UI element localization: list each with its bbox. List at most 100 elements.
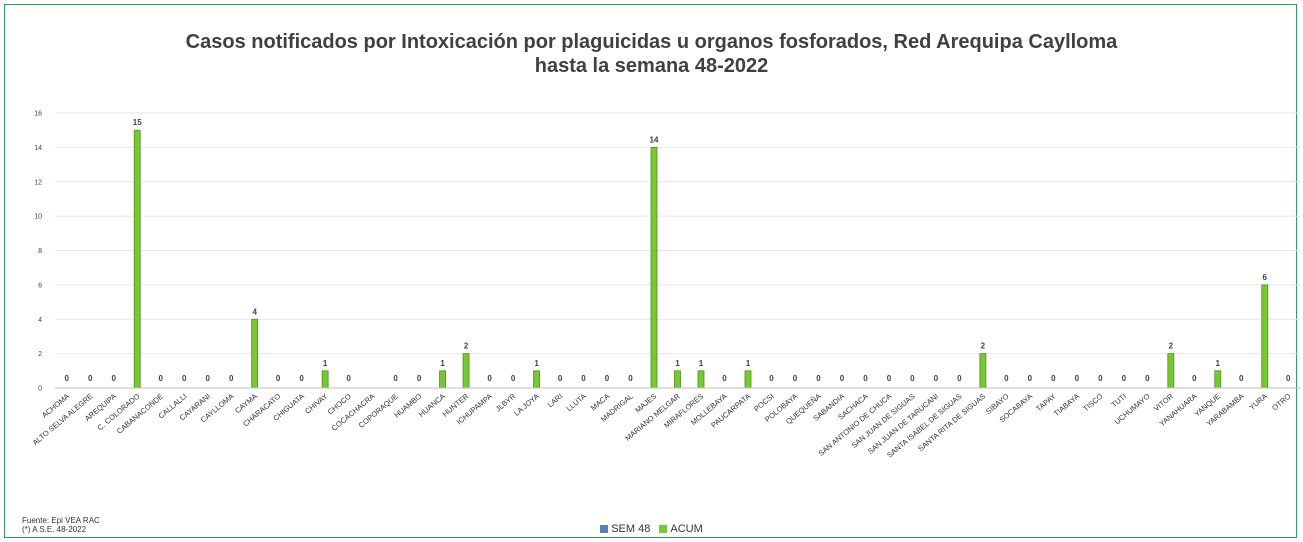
- source-line-2: (*) A S.E. 48-2022: [22, 525, 87, 534]
- data-label: 0: [1122, 374, 1127, 383]
- bar-acum: [1167, 353, 1175, 389]
- legend-label-acum: ACUM: [670, 523, 703, 535]
- legend-item-sem48: SEM 48: [600, 523, 650, 535]
- data-label: 15: [133, 118, 142, 127]
- x-tick-label: TIABAYA: [1052, 392, 1081, 419]
- data-label: 0: [1028, 374, 1033, 383]
- data-label: 0: [1192, 374, 1197, 383]
- bar-acum: [1214, 370, 1222, 389]
- data-label: 0: [1145, 374, 1150, 383]
- bar-acum: [439, 370, 446, 389]
- y-tick-label: 4: [38, 317, 42, 324]
- bar-acum: [133, 129, 141, 389]
- bar-acum: [1261, 284, 1269, 389]
- data-label: 0: [863, 374, 868, 383]
- data-label: 0: [840, 374, 845, 383]
- y-axis-ticks: 0 2 4 6 8 10 12 14 16: [34, 111, 42, 393]
- x-tick-label: CHIVAY: [303, 392, 329, 416]
- data-label: 0: [229, 374, 234, 383]
- data-label: 0: [957, 374, 962, 383]
- x-tick-label: LARI: [546, 392, 565, 410]
- y-tick-label: 16: [34, 111, 42, 118]
- legend-label-sem48: SEM 48: [611, 523, 651, 535]
- x-tick-label: TUTI: [1110, 392, 1129, 410]
- bar-acum: [462, 353, 470, 389]
- bar-acum: [744, 370, 752, 389]
- data-label: 0: [1098, 374, 1103, 383]
- data-label: 0: [1051, 374, 1056, 383]
- data-label: 0: [158, 374, 163, 383]
- bar-acum: [979, 353, 987, 389]
- legend-item-acum: ACUM: [659, 523, 703, 535]
- data-label: 0: [628, 374, 633, 383]
- y-tick-label: 6: [38, 282, 42, 289]
- data-label: 0: [393, 374, 398, 383]
- data-label: 0: [346, 374, 351, 383]
- data-label: 2: [981, 342, 986, 351]
- data-label: 0: [487, 374, 492, 383]
- data-label: 0: [1075, 374, 1080, 383]
- data-label: 0: [816, 374, 821, 383]
- y-tick-label: 0: [38, 386, 42, 393]
- bar-acum: [650, 146, 658, 389]
- data-label: 0: [1004, 374, 1009, 383]
- data-label: 0: [769, 374, 774, 383]
- chart-frame: [4, 4, 1297, 538]
- data-label: 0: [65, 374, 70, 383]
- data-label: 0: [276, 374, 281, 383]
- legend: SEM 48 ACUM: [0, 523, 1303, 536]
- bar-acum: [697, 370, 705, 389]
- data-label: 0: [1239, 374, 1244, 383]
- data-label: 1: [440, 359, 445, 368]
- source-line-1: Fuente: Epi VEA RAC: [22, 516, 100, 525]
- source-note: Fuente: Epi VEA RAC (*) A S.E. 48-2022: [22, 516, 100, 534]
- x-tick-label: YURA: [1247, 392, 1269, 412]
- legend-swatch-sem48: [600, 525, 609, 533]
- x-tick-label: LLUTA: [565, 392, 588, 414]
- bars: [133, 129, 1269, 389]
- legend-swatch-acum: [659, 525, 668, 533]
- data-label: 1: [1216, 359, 1221, 368]
- data-label: 0: [511, 374, 516, 383]
- bar-acum: [251, 318, 259, 389]
- data-label: 0: [1286, 374, 1291, 383]
- y-tick-label: 12: [34, 179, 42, 186]
- data-label: 14: [650, 135, 659, 144]
- x-tick-label: LA JOYA: [512, 392, 541, 418]
- data-label: 0: [910, 374, 915, 383]
- data-label: 0: [299, 374, 304, 383]
- bar-acum: [533, 370, 540, 389]
- x-tick-label: OTRO: [1270, 392, 1293, 413]
- data-label: 0: [793, 374, 798, 383]
- data-label: 0: [581, 374, 586, 383]
- data-label: 0: [182, 374, 187, 383]
- chart-subtitle: hasta la semana 48-2022: [534, 55, 769, 77]
- data-label: 6: [1263, 273, 1268, 282]
- data-label: 0: [205, 374, 210, 383]
- data-label: 0: [88, 374, 93, 383]
- x-tick-label: TISCO: [1081, 392, 1104, 414]
- data-label: 0: [887, 374, 892, 383]
- y-tick-label: 10: [34, 214, 42, 221]
- bar-acum: [674, 370, 681, 389]
- y-tick-label: 8: [38, 248, 42, 255]
- data-label: 0: [722, 374, 727, 383]
- data-label: 0: [558, 374, 563, 383]
- gridlines: [55, 112, 1300, 389]
- data-label: 2: [1169, 342, 1174, 351]
- data-label: 2: [464, 342, 469, 351]
- chart-title: Casos notificados por Intoxicación por p…: [185, 31, 1118, 53]
- data-label: 4: [252, 307, 257, 316]
- data-label: 0: [417, 374, 422, 383]
- data-label: 1: [746, 359, 751, 368]
- data-label: 0: [934, 374, 939, 383]
- data-label: 1: [323, 359, 328, 368]
- data-label: 1: [675, 359, 680, 368]
- y-tick-label: 14: [34, 145, 42, 152]
- bar-acum: [321, 370, 329, 389]
- y-tick-label: 2: [38, 351, 42, 358]
- data-label: 1: [534, 359, 539, 368]
- data-label: 1: [699, 359, 704, 368]
